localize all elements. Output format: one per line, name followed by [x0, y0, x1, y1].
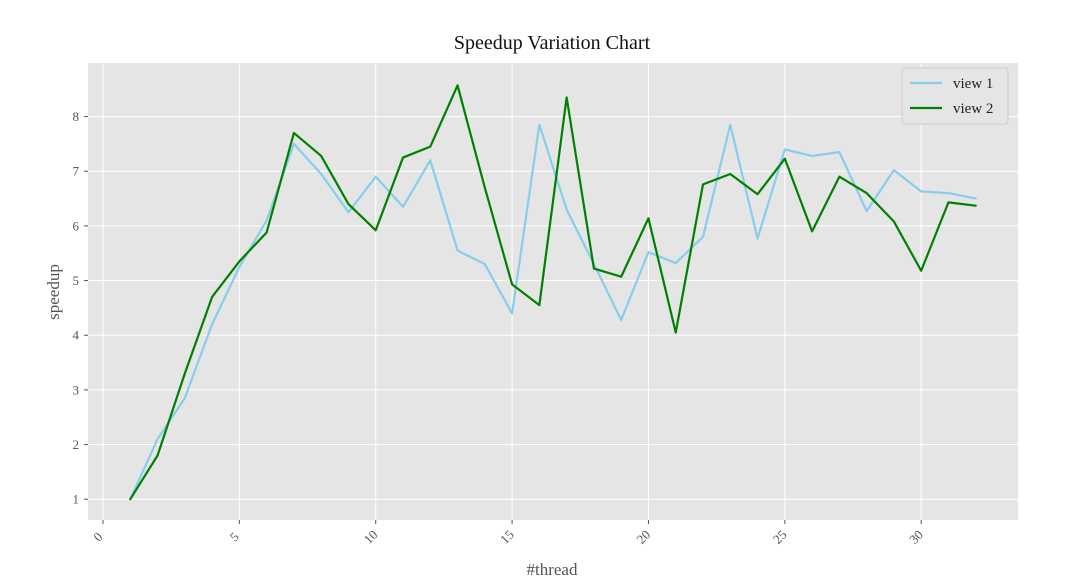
y-tick-label: 8 — [73, 109, 80, 124]
x-tick-label: 20 — [633, 527, 653, 547]
series-line-2 — [129, 84, 977, 501]
plot-background — [88, 63, 1018, 520]
legend-label-2: view 2 — [953, 101, 993, 117]
series-line-1 — [129, 123, 977, 501]
x-tick-label: 0 — [90, 529, 105, 544]
y-tick-label: 7 — [73, 164, 80, 179]
chart-title: Speedup Variation Chart — [454, 32, 651, 54]
x-tick-label: 30 — [906, 527, 926, 547]
plot-area: 0 5 10 15 20 25 30 1 2 3 4 5 6 7 8 — [73, 63, 1018, 547]
x-axis-label: #thread — [527, 560, 578, 579]
x-tick-label: 10 — [361, 527, 381, 547]
x-tick-label: 25 — [770, 527, 790, 547]
y-tick-label: 5 — [73, 273, 80, 288]
x-tick-label: 15 — [497, 527, 517, 547]
y-tick-label: 3 — [73, 382, 80, 397]
y-tick-label: 6 — [73, 218, 80, 233]
y-tick-label: 2 — [73, 437, 80, 452]
legend: view 1 view 2 — [901, 67, 1009, 125]
y-axis-label: speedup — [44, 264, 63, 320]
y-tick-label: 1 — [73, 492, 80, 507]
legend-label-1: view 1 — [953, 76, 993, 92]
x-tick-label: 5 — [227, 529, 242, 544]
y-tick-label: 4 — [73, 328, 80, 343]
